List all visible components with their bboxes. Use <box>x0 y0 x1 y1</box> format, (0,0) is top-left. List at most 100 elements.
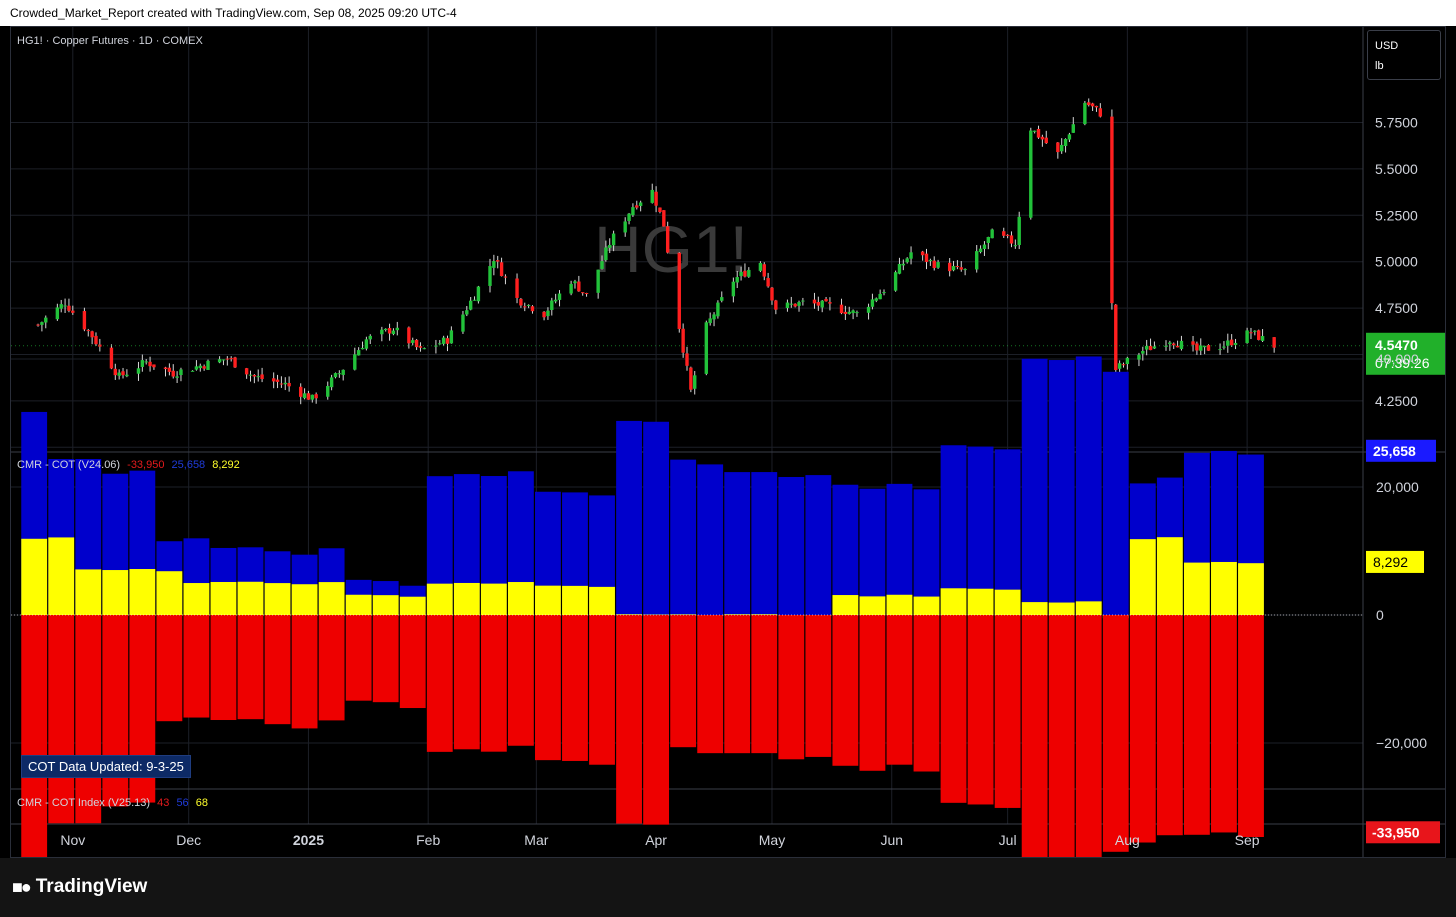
cot-yellow-bar <box>859 596 886 615</box>
cot-blue-value: 25,658 <box>171 459 206 471</box>
cot-yellow-bar <box>75 569 102 615</box>
bar-countdown: 07:39:26 <box>1375 355 1430 371</box>
candle-body <box>824 298 828 302</box>
index-red-value: 43 <box>157 797 170 809</box>
cot-yellow-bar <box>318 582 345 615</box>
last-price-tag[interactable] <box>1366 332 1445 375</box>
candle-body <box>820 300 824 308</box>
candle-body <box>461 314 465 332</box>
cot-red-bar <box>616 615 642 824</box>
cot-red-bar <box>751 615 778 754</box>
time-axis-label: Sep <box>1235 832 1260 848</box>
cot-red-bar <box>967 615 994 805</box>
candle-body <box>1222 346 1226 348</box>
cot-yellow-tag <box>1366 550 1424 573</box>
cot-blue-bar <box>967 446 994 615</box>
candle-body <box>1148 345 1153 351</box>
cot-red-bar <box>1048 615 1075 857</box>
cot-yellow-bar <box>1129 539 1156 615</box>
candle-body <box>654 191 658 206</box>
cot-red-bar <box>724 615 751 754</box>
currency-label: USD <box>1375 40 1399 52</box>
cot-yellow-bar <box>1075 601 1102 615</box>
candle-body <box>955 266 960 268</box>
cot-red-bar <box>940 615 967 803</box>
cot-red-bar <box>21 615 48 857</box>
cot-yellow-bar <box>372 595 399 615</box>
candle-body <box>986 236 991 243</box>
cot-red-bar <box>1183 615 1210 835</box>
candle-body <box>758 262 763 271</box>
candle-body <box>924 253 929 262</box>
candle-body <box>206 360 210 370</box>
currency-unit-selector[interactable]: USD lb <box>1367 30 1441 80</box>
cot-red-tag <box>1366 821 1440 844</box>
candle-body <box>1218 349 1222 351</box>
cot-yellow-bar <box>237 581 264 615</box>
candle-body <box>770 287 774 301</box>
price-tick-label: 5.5000 <box>1375 161 1418 177</box>
chart-frame[interactable]: HG1! 5.7500 5.5000 5.2500 5.0000 4.7500 4.2500… <box>10 26 1446 858</box>
cot-yellow-bar <box>535 585 561 615</box>
index-yellow-value: 68 <box>195 797 208 809</box>
candle-body <box>789 303 793 305</box>
candle-body <box>314 394 318 399</box>
candle-body <box>1144 345 1149 350</box>
cot-red-value: -33,950 <box>127 459 165 471</box>
candle-body <box>978 248 983 253</box>
candle-body <box>121 371 125 376</box>
candle-body <box>553 299 558 302</box>
candle-body <box>677 252 681 329</box>
candle-body <box>63 305 67 307</box>
candle-body <box>306 393 311 400</box>
cot-red-bar <box>913 615 940 772</box>
cot-tick-label: 40,000 <box>1376 351 1419 367</box>
time-axis-label: Jul <box>999 832 1017 848</box>
candle-body <box>990 229 994 239</box>
candle-body <box>44 317 48 323</box>
candle-body <box>233 357 237 368</box>
candle-body <box>310 394 315 400</box>
candle-body <box>897 263 902 274</box>
candle-body <box>816 302 821 306</box>
candle-body <box>735 277 739 283</box>
cot-red-bar <box>1211 615 1237 833</box>
candle-body <box>573 281 577 284</box>
candle-body <box>801 300 805 302</box>
cot-blue-bar <box>724 472 751 615</box>
cot-yellow-bar <box>264 583 291 615</box>
cot-yellow-bar <box>1238 563 1264 615</box>
candle-body <box>1152 346 1157 349</box>
candle-body <box>1249 332 1253 334</box>
tradingview-logo[interactable]: ■● TradingView <box>12 876 147 898</box>
candle-body <box>283 382 287 385</box>
candle-body <box>1206 345 1211 351</box>
candle-body <box>866 306 871 313</box>
cot-red-bar <box>237 615 264 720</box>
candle-body <box>1017 216 1021 246</box>
candle-body <box>1067 134 1072 140</box>
candle-body <box>449 330 454 344</box>
candle-body <box>1032 130 1037 132</box>
candle-body <box>225 358 230 360</box>
candle-body <box>1260 336 1265 341</box>
candle-body <box>878 293 882 300</box>
candle-body <box>793 303 797 307</box>
cot-yellow-bar <box>426 583 453 615</box>
candle-body <box>422 348 427 350</box>
candle-body <box>1195 343 1199 351</box>
candle-body <box>1094 105 1099 108</box>
candle-body <box>812 299 817 304</box>
cot-yellow-value: 8,292 <box>212 459 240 471</box>
cot-blue-tag-value: 25,658 <box>1373 443 1416 459</box>
candle-body <box>785 302 790 309</box>
candle-body <box>550 300 554 310</box>
chart-canvas[interactable]: HG1! 5.7500 5.5000 5.2500 5.0000 4.7500 4.2500… <box>11 27 1445 857</box>
price-tick-label: 4.7500 <box>1375 300 1418 316</box>
candle-body <box>1229 339 1234 346</box>
candle-body <box>623 221 627 233</box>
cot-yellow-bar <box>345 594 372 615</box>
candle-body <box>194 366 199 370</box>
cot-blue-bar <box>643 421 670 615</box>
candle-body <box>36 324 40 326</box>
